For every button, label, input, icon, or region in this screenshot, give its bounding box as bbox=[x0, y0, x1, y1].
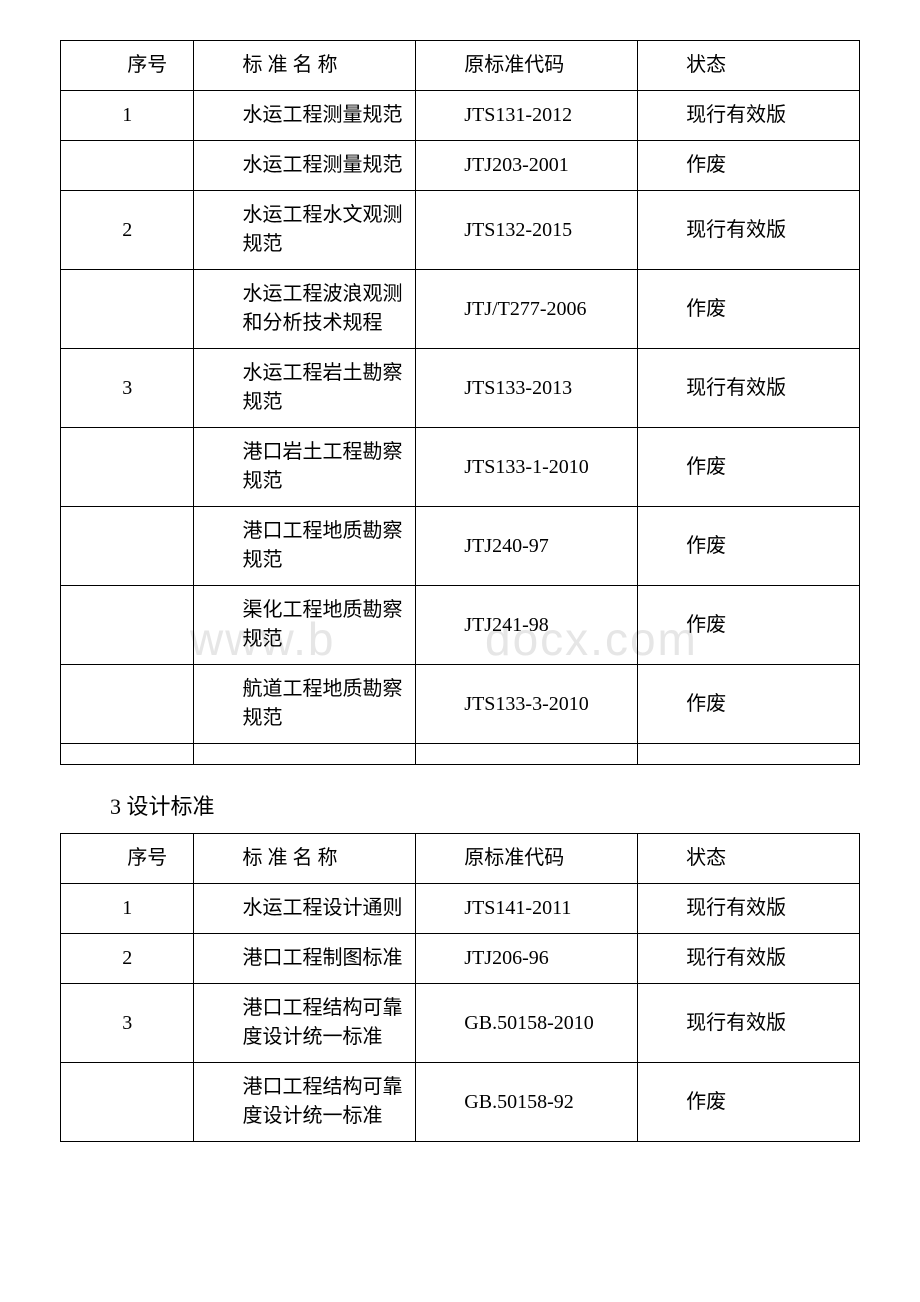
cell-code: JTJ206-96 bbox=[424, 944, 629, 973]
cell-seq bbox=[61, 1063, 194, 1142]
cell-code: JTS132-2015 bbox=[424, 216, 629, 245]
cell-status: 作废 bbox=[646, 151, 851, 180]
cell-seq: 3 bbox=[61, 349, 194, 428]
cell-status: 作废 bbox=[646, 295, 851, 324]
col-seq: 序号 bbox=[127, 54, 167, 76]
table-row: 航道工程地质勘察规范 JTS133-3-2010 作废 bbox=[61, 665, 860, 744]
cell-name: 水运工程岩土勘察规范 bbox=[202, 359, 407, 417]
standards-table-1: 序号 标 准 名 称 原标准代码 状态 1 水运工程测量规范 JTS131-20… bbox=[60, 40, 860, 765]
table-header-row: 序号 标 准 名 称 原标准代码 状态 bbox=[61, 41, 860, 91]
cell-seq bbox=[61, 428, 194, 507]
table-row: 2 港口工程制图标准 JTJ206-96 现行有效版 bbox=[61, 934, 860, 984]
cell-status: 作废 bbox=[646, 1088, 851, 1117]
col-seq: 序号 bbox=[127, 847, 167, 869]
col-name: 标 准 名 称 bbox=[242, 847, 337, 869]
col-status: 状态 bbox=[686, 54, 726, 76]
cell-name: 港口工程制图标准 bbox=[202, 944, 407, 973]
table-row: 3 港口工程结构可靠度设计统一标准 GB.50158-2010 现行有效版 bbox=[61, 984, 860, 1063]
cell-code: JTS133-3-2010 bbox=[424, 690, 629, 719]
cell-status: 现行有效版 bbox=[646, 216, 851, 245]
cell-code: JTJ203-2001 bbox=[424, 151, 629, 180]
cell-seq bbox=[61, 665, 194, 744]
cell-seq bbox=[61, 744, 194, 765]
cell-status: 现行有效版 bbox=[646, 1009, 851, 1038]
cell-code: GB.50158-2010 bbox=[424, 1009, 629, 1038]
table-row: 港口工程结构可靠度设计统一标准 GB.50158-92 作废 bbox=[61, 1063, 860, 1142]
table-row: 港口工程地质勘察规范 JTJ240-97 作废 bbox=[61, 507, 860, 586]
cell-status: 作废 bbox=[646, 611, 851, 640]
table-row: 1 水运工程设计通则 JTS141-2011 现行有效版 bbox=[61, 884, 860, 934]
cell-seq: 2 bbox=[61, 934, 194, 984]
section-title: 3 设计标准 bbox=[110, 789, 860, 821]
cell-name: 水运工程测量规范 bbox=[202, 151, 407, 180]
cell-code: JTS133-2013 bbox=[424, 374, 629, 403]
table-row: 渠化工程地质勘察规范 JTJ241-98 作废 bbox=[61, 586, 860, 665]
table-row: 港口岩土工程勘察规范 JTS133-1-2010 作废 bbox=[61, 428, 860, 507]
cell-seq: 2 bbox=[61, 191, 194, 270]
cell-status: 作废 bbox=[646, 532, 851, 561]
cell-code: JTS133-1-2010 bbox=[424, 453, 629, 482]
table-row: 2 水运工程水文观测规范 JTS132-2015 现行有效版 bbox=[61, 191, 860, 270]
cell-name: 水运工程波浪观测和分析技术规程 bbox=[202, 280, 407, 338]
col-code: 原标准代码 bbox=[464, 847, 564, 869]
cell-code: GB.50158-92 bbox=[424, 1088, 629, 1117]
table-row: 3 水运工程岩土勘察规范 JTS133-2013 现行有效版 bbox=[61, 349, 860, 428]
table-row: 1 水运工程测量规范 JTS131-2012 现行有效版 bbox=[61, 91, 860, 141]
cell-status: 作废 bbox=[646, 690, 851, 719]
cell-status: 现行有效版 bbox=[646, 894, 851, 923]
standards-table-2: 序号 标 准 名 称 原标准代码 状态 1 水运工程设计通则 JTS141-20… bbox=[60, 833, 860, 1142]
cell-status: 现行有效版 bbox=[646, 374, 851, 403]
cell-name: 航道工程地质勘察规范 bbox=[202, 675, 407, 733]
cell-code: JTJ241-98 bbox=[424, 611, 629, 640]
cell-name: 港口工程结构可靠度设计统一标准 bbox=[202, 994, 407, 1052]
cell-seq bbox=[61, 586, 194, 665]
table-header-row: 序号 标 准 名 称 原标准代码 状态 bbox=[61, 834, 860, 884]
cell-code: JTJ240-97 bbox=[424, 532, 629, 561]
col-code: 原标准代码 bbox=[464, 54, 564, 76]
cell-name: 水运工程水文观测规范 bbox=[202, 201, 407, 259]
cell-name: 水运工程测量规范 bbox=[202, 101, 407, 130]
cell-seq: 1 bbox=[61, 884, 194, 934]
cell-name: 港口工程地质勘察规范 bbox=[202, 517, 407, 575]
cell-seq: 3 bbox=[61, 984, 194, 1063]
cell-code: JTS141-2011 bbox=[424, 894, 629, 923]
cell-name: 港口工程结构可靠度设计统一标准 bbox=[202, 1073, 407, 1131]
cell-seq bbox=[61, 507, 194, 586]
cell-seq bbox=[61, 270, 194, 349]
cell-seq bbox=[61, 141, 194, 191]
cell-code: JTJ/T277-2006 bbox=[424, 295, 629, 324]
cell-code: JTS131-2012 bbox=[424, 101, 629, 130]
col-status: 状态 bbox=[686, 847, 726, 869]
cell-name: 水运工程设计通则 bbox=[202, 894, 407, 923]
cell-seq: 1 bbox=[61, 91, 194, 141]
table-row: 水运工程测量规范 JTJ203-2001 作废 bbox=[61, 141, 860, 191]
table-row: 水运工程波浪观测和分析技术规程 JTJ/T277-2006 作废 bbox=[61, 270, 860, 349]
cell-status: 现行有效版 bbox=[646, 101, 851, 130]
table-row bbox=[61, 744, 860, 765]
cell-status: 现行有效版 bbox=[646, 944, 851, 973]
cell-status: 作废 bbox=[646, 453, 851, 482]
cell-name: 港口岩土工程勘察规范 bbox=[202, 438, 407, 496]
col-name: 标 准 名 称 bbox=[242, 54, 337, 76]
cell-name: 渠化工程地质勘察规范 bbox=[202, 596, 407, 654]
